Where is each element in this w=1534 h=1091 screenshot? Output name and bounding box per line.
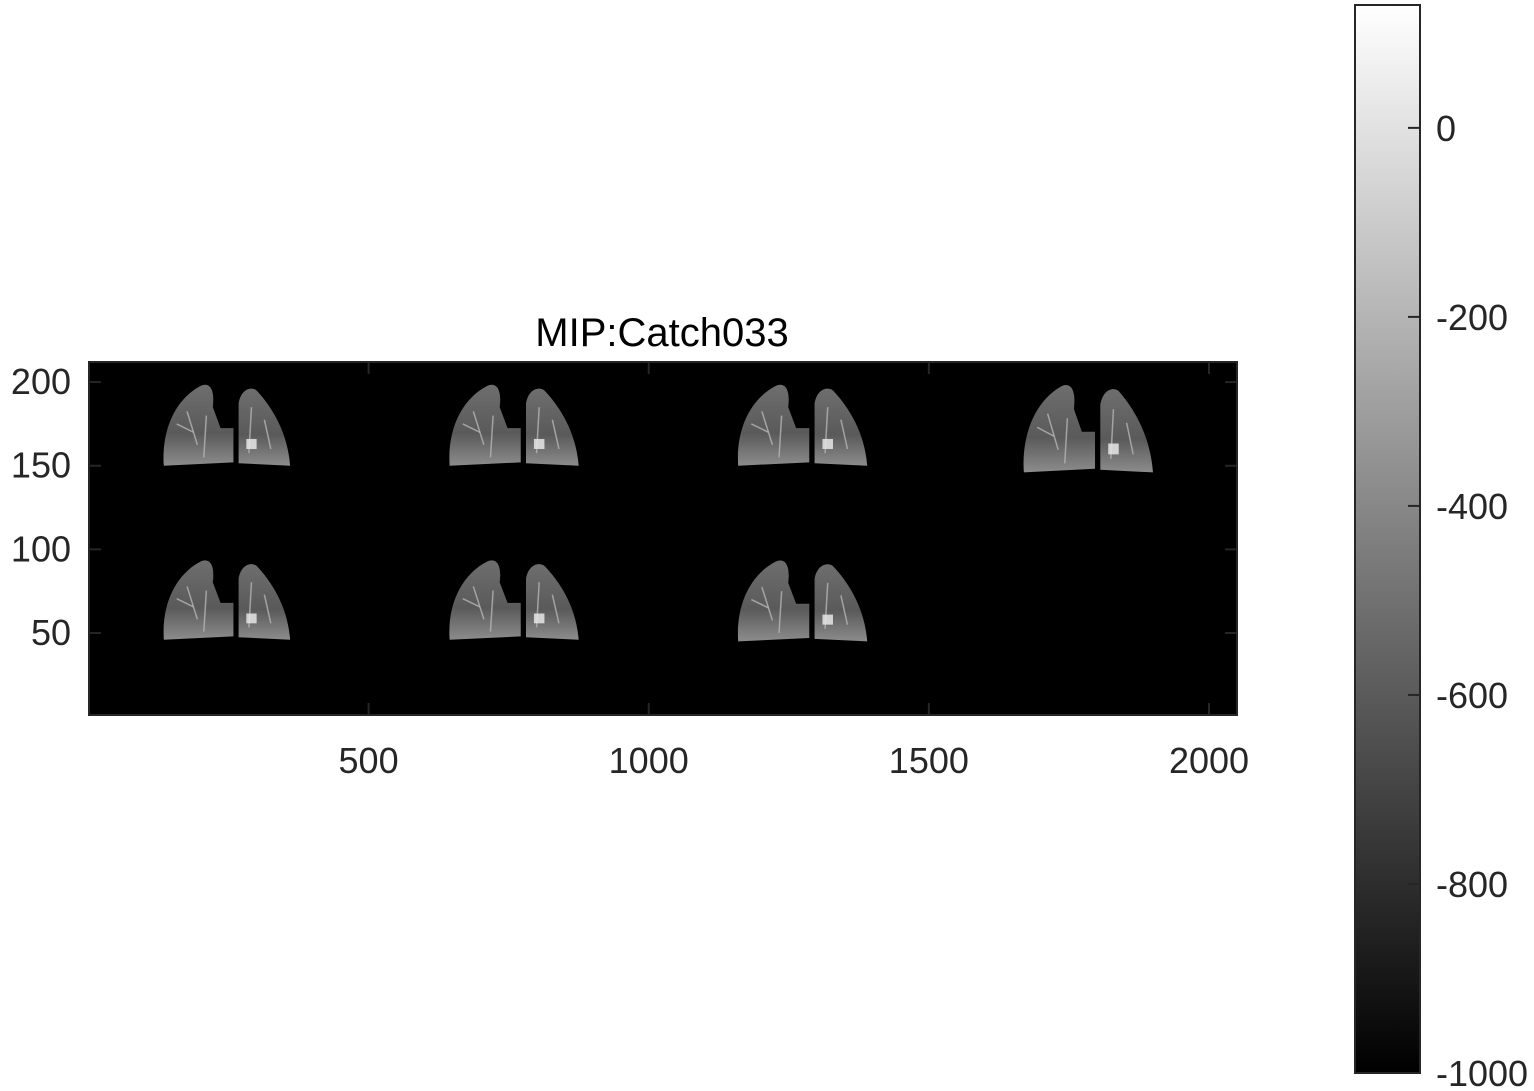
- left-lung: [1023, 385, 1096, 473]
- vessel-streak: [489, 590, 494, 632]
- vessel-streak: [489, 415, 494, 458]
- left-lung: [449, 384, 521, 466]
- lung-panel: [737, 560, 868, 642]
- lung-panel: [449, 384, 579, 466]
- x-tick-label: 1500: [889, 740, 969, 781]
- axes-frame: [88, 361, 1238, 716]
- y-tick-label: 100: [11, 528, 71, 569]
- left-lung: [449, 560, 521, 640]
- chart-title: MIP:Catch033: [535, 311, 788, 355]
- vessel-streak: [751, 598, 769, 609]
- vessel-streak: [551, 419, 560, 450]
- bright-spot: [246, 613, 257, 624]
- colorbar-tick-label: -400: [1436, 486, 1508, 527]
- vessel-streak: [462, 423, 481, 433]
- lung-panels: [163, 384, 1153, 642]
- vessel-streak: [1125, 422, 1134, 455]
- vessel-streak: [778, 415, 783, 458]
- vessel-streak: [186, 411, 199, 446]
- left-lung: [163, 384, 234, 466]
- vessel-streak: [462, 598, 481, 608]
- image-axes: 500 1000 1500 2000 50 100 150 200: [11, 361, 1249, 781]
- colorbar-tick-label: 0: [1436, 108, 1456, 149]
- y-axis-ticks: 50 100 150 200: [11, 361, 1237, 653]
- vessel-streak: [1046, 413, 1059, 451]
- left-lung: [163, 560, 234, 640]
- left-lung: [737, 384, 810, 466]
- bright-spot: [822, 614, 833, 625]
- colorbar: 0 -200 -400 -600 -800 -1000: [1354, 4, 1528, 1091]
- vessel-streak: [176, 423, 194, 433]
- vessel-streak: [840, 595, 849, 625]
- lung-panel: [737, 384, 868, 466]
- bright-spot: [533, 613, 545, 624]
- lung-panel: [449, 560, 579, 640]
- colorbar-tick-label: -1000: [1436, 1053, 1528, 1091]
- y-tick-label: 200: [11, 361, 71, 402]
- lung-panel: [1023, 385, 1153, 473]
- vessel-streak: [1063, 418, 1069, 464]
- vessel-streak: [263, 419, 272, 450]
- vessel-streak: [263, 594, 272, 624]
- vessel-streak: [203, 415, 208, 458]
- bright-spot: [1108, 443, 1119, 455]
- vessel-streak: [186, 586, 199, 620]
- vessel-streak: [778, 591, 783, 634]
- y-tick-label: 150: [11, 445, 71, 486]
- bright-spot: [246, 438, 257, 449]
- colorbar-ticks: 0 -200 -400 -600 -800 -1000: [1408, 108, 1528, 1091]
- y-tick-label: 50: [31, 612, 71, 653]
- vessel-streak: [203, 590, 208, 632]
- vessel-streak: [840, 419, 849, 450]
- colorbar-tick-label: -600: [1436, 675, 1508, 716]
- vessel-streak: [761, 411, 774, 446]
- colorbar-tick-label: -800: [1436, 864, 1508, 905]
- x-tick-label: 500: [339, 740, 399, 781]
- vessel-streak: [472, 411, 485, 446]
- vessel-streak: [761, 586, 774, 621]
- lung-panel: [163, 384, 291, 466]
- left-lung: [737, 560, 810, 642]
- x-tick-label: 1000: [609, 740, 689, 781]
- lung-panel: [163, 560, 291, 640]
- colorbar-gradient: [1354, 4, 1421, 1074]
- colorbar-tick-label: -200: [1436, 297, 1508, 338]
- vessel-streak: [472, 586, 485, 620]
- vessel-streak: [176, 598, 194, 608]
- x-axis-ticks: 500 1000 1500 2000: [339, 362, 1249, 781]
- vessel-streak: [551, 594, 560, 624]
- bright-spot: [533, 438, 545, 449]
- vessel-streak: [751, 423, 769, 433]
- bright-spot: [822, 438, 833, 449]
- x-tick-label: 2000: [1169, 740, 1249, 781]
- vessel-streak: [1036, 426, 1055, 437]
